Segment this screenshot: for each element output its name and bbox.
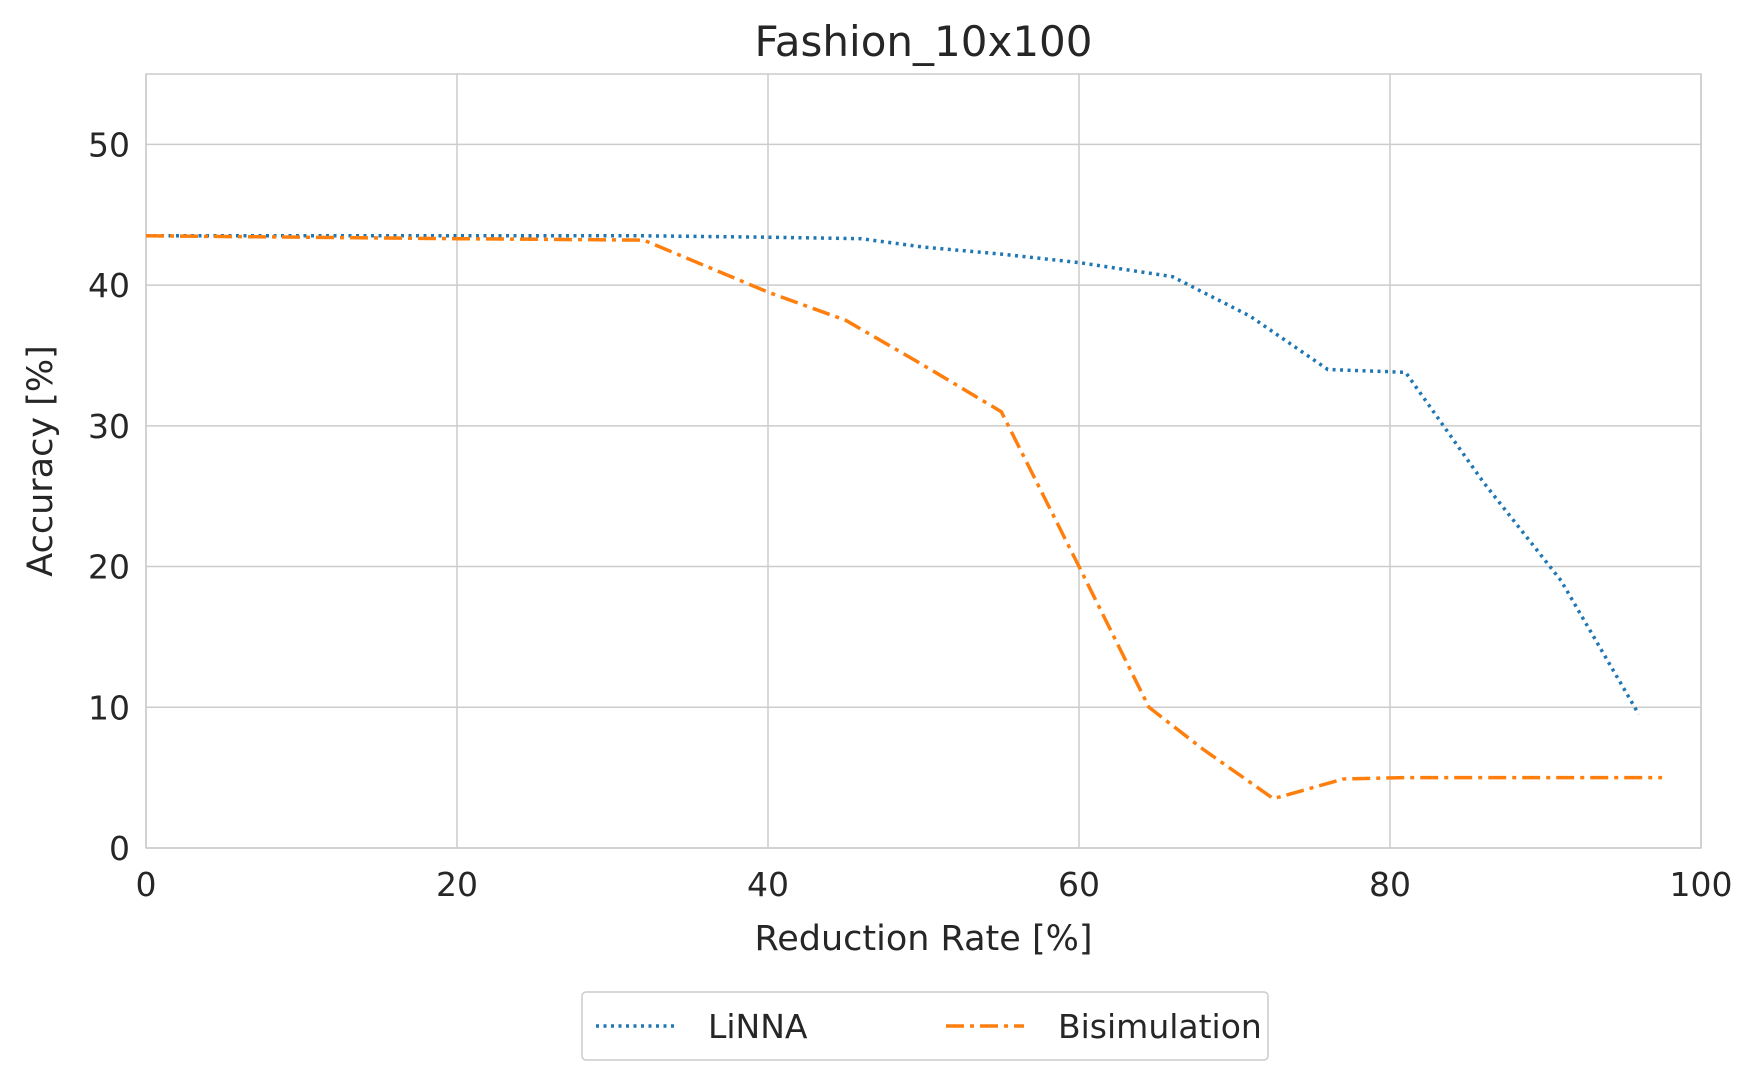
- legend-label: LiNNA: [708, 1007, 808, 1046]
- series-line-bisimulation: [145, 234, 1663, 801]
- y-tick-label: 20: [88, 548, 130, 587]
- y-tick-label: 30: [88, 407, 130, 446]
- x-tick-labels: 0 20 40 60 80 100: [136, 865, 1733, 904]
- y-tick-label: 50: [88, 125, 130, 164]
- legend-box: [581, 991, 1269, 1061]
- x-tick-label: 100: [1670, 865, 1733, 904]
- x-tick-label: 0: [136, 865, 157, 904]
- y-tick-label: 10: [88, 688, 130, 727]
- x-tick-label: 20: [436, 865, 478, 904]
- series-layer: [145, 234, 1663, 801]
- plot-frame: [145, 73, 1702, 849]
- y-axis-label: Accuracy [%]: [21, 345, 61, 576]
- y-tick-label: 40: [88, 266, 130, 305]
- y-tick-labels: 0 10 20 30 40 50: [88, 125, 130, 868]
- x-tick-label: 40: [747, 865, 789, 904]
- x-tick-label: 60: [1058, 865, 1100, 904]
- legend-label: Bisimulation: [1058, 1007, 1262, 1046]
- x-axis-label: Reduction Rate [%]: [754, 919, 1092, 959]
- legend: LiNNA Bisimulation: [581, 991, 1269, 1061]
- chart-title: Fashion_10x100: [755, 17, 1093, 66]
- series-line-linna: [146, 234, 1641, 716]
- x-tick-label: 80: [1369, 865, 1411, 904]
- y-tick-label: 0: [109, 829, 130, 868]
